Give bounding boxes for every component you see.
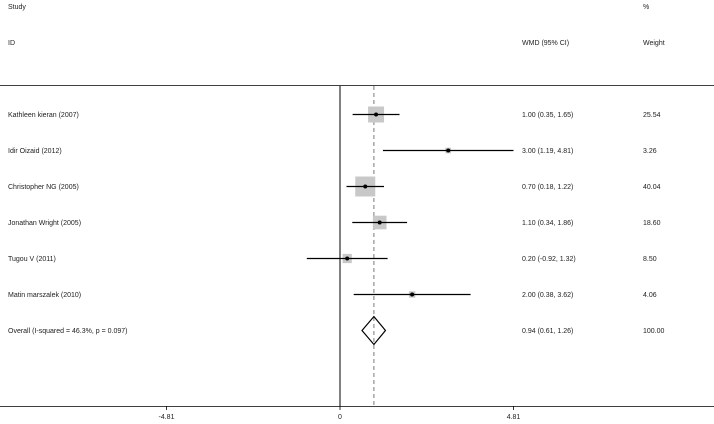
study-label: Christopher NG (2005)	[8, 184, 79, 191]
study-point-estimate	[374, 112, 379, 117]
overall-label: Overall (I-squared = 46.3%, p = 0.097)	[8, 328, 127, 335]
overall-weight-text: 100.00	[643, 328, 665, 335]
study-ci-text: 0.70 (0.18, 1.22)	[522, 184, 573, 191]
study-weight-text: 4.06	[643, 292, 657, 299]
study-label: Kathleen kieran (2007)	[8, 112, 79, 119]
study-point-estimate	[363, 184, 368, 189]
study-ci-text: 1.00 (0.35, 1.65)	[522, 112, 573, 119]
study-weight-text: 8.50	[643, 256, 657, 263]
study-point-estimate	[345, 256, 350, 261]
x-tick-label: -4.81	[159, 414, 175, 421]
plot-layer: Kathleen kieran (2007) 1.00 (0.35, 1.65) 2…	[8, 86, 665, 421]
study-weight-text: 3.26	[643, 148, 657, 155]
study-point-estimate	[377, 220, 382, 225]
study-label: Idir Oizaid (2012)	[8, 148, 62, 155]
study-ci-text: 0.20 (-0.92, 1.32)	[522, 256, 576, 263]
study-point-estimate	[446, 148, 451, 153]
study-ci-text: 3.00 (1.19, 4.81)	[522, 148, 573, 155]
x-tick-label: 4.81	[507, 414, 521, 421]
study-ci-text: 1.10 (0.34, 1.86)	[522, 220, 573, 227]
study-weight-text: 18.60	[643, 220, 661, 227]
study-point-estimate	[410, 292, 415, 297]
id-header: ID	[8, 40, 15, 47]
ci-header: WMD (95% CI)	[522, 40, 569, 47]
study-ci-text: 2.00 (0.38, 3.62)	[522, 292, 573, 299]
study-label: Tugou V (2011)	[8, 256, 56, 263]
x-tick-label: 0	[338, 414, 342, 421]
study-label: Matin marszalek (2010)	[8, 292, 81, 299]
study-header: Study	[8, 4, 26, 11]
study-weight-text: 40.04	[643, 184, 661, 191]
study-label: Jonathan Wright (2005)	[8, 220, 81, 227]
overall-ci-text: 0.94 (0.61, 1.26)	[522, 328, 573, 335]
overall-diamond	[361, 315, 387, 346]
study-weight-text: 25.54	[643, 112, 661, 119]
weight-header: Weight	[643, 40, 665, 47]
percent-header: %	[643, 4, 649, 11]
